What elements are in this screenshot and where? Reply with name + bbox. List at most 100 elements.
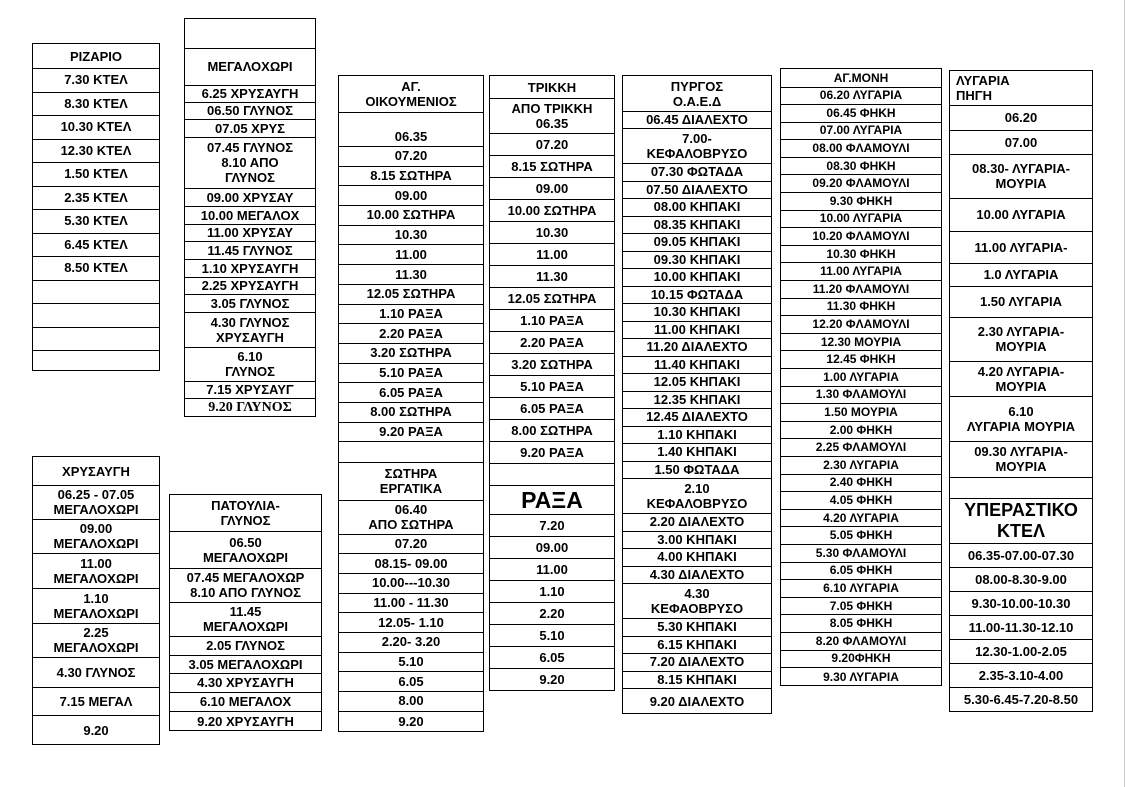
table-row: ΣΩΤΗΡΑ ΕΡΓΑΤΙΚΑ [339,462,483,501]
table-row: 11.20 ΦΛΑΜΟΥΛΙ [781,280,941,299]
table-row: 9.20ΦΗΚΗ [781,650,941,669]
table-header: ΠΥΡΓΟΣ Ο.Α.Ε.Δ [623,76,771,112]
table-row: 4.30 ΧΡΥΣΑΥΓΗ [170,673,321,693]
table-row: 8.15 ΣΩΤΗΡΑ [490,155,614,178]
timetable-patoulia-glynos: ΠΑΤΟΥΛΙΑ- ΓΛΥΝΟΣ 06.50 ΜΕΓΑΛΟΧΩΡΙ 07.45 ΜΕ… [169,494,322,731]
table-row: 06.25 - 07.05 ΜΕΓΑΛΟΧΩΡΙ [33,485,159,520]
table-row: 1.50 ΜΟΥΡΙΑ [781,403,941,422]
table-row: 2.30 ΛΥΓΑΡΙΑ [781,456,941,475]
table-row: 12.35 ΚΗΠΑΚΙ [623,391,771,409]
table-row: 2.20 ΡΑΞΑ [339,323,483,344]
table-row: 06.45 ΔΙΑΛΕΧΤΟ [623,111,771,129]
table-row: 2.00 ΦΗΚΗ [781,421,941,440]
table-header: ΤΡΙΚΚΗ [490,76,614,99]
table-row: 09.20 ΦΛΑΜΟΥΛΙ [781,175,941,194]
table-row: 11.00 [490,243,614,266]
table-row: 12.45 ΔΙΑΛΕΧΤΟ [623,408,771,427]
table-row: 10.30 ΚΗΠΑΚΙ [623,303,771,322]
table-row [339,442,483,463]
table-row: 09.00 ΜΕΓΑΛΟΧΩΡΙ [33,519,159,554]
table-row: 1.10 ΚΗΠΑΚΙ [623,426,771,444]
table-row: 1.10 ΡΑΞΑ [339,304,483,325]
table-row: 11.45 ΓΛΥΝΟΣ [185,241,315,260]
table-row: 12.20 ΦΛΑΜΟΥΛΙ [781,315,941,334]
table-row: 12.30-1.00-2.05 [950,639,1092,664]
table-row: 09.05 ΚΗΠΑΚΙ [623,233,771,252]
table-row: 3.05 ΜΕΓΑΛΟΧΩΡΙ [170,655,321,674]
table-row: 09.00 ΧΡΥΣΑΥ [185,188,315,207]
table-row: ΑΠΟ ΤΡΙΚΚΗ 06.35 [490,98,614,134]
table-row: 10.30 [490,221,614,244]
table-row: 5.30 ΚΤΕΛ [33,209,159,234]
table-row: 1.10 [490,580,614,603]
table-row: 11.30 ΦΗΚΗ [781,298,941,317]
table-row: 9.20 ΔΙΑΛΕΧΤΟ [649,693,745,709]
table-row: 09.30 ΛΥΓΑΡΙΑ- ΜΟΥΡΙΑ [950,441,1092,478]
table-row: 3.20 ΣΩΤΗΡΑ [490,353,614,376]
table-row: 12.30 ΚΤΕΛ [33,139,159,163]
table-row: 5.10 ΡΑΞΑ [490,375,614,398]
table-row: 10.00 ΜΕΓΑΛΟΧ [185,206,315,225]
table-row: 10.00 ΣΩΤΗΡΑ [490,199,614,222]
table-row [33,350,159,371]
table-row: 07.50 ΔΙΑΛΕΧΤΟ [623,181,771,199]
table-row: ΜΕΓΑΛΟΧΩΡΙ [185,48,315,86]
table-row: 2.20 [490,602,614,625]
table-row: 09.00 [490,536,614,559]
table-row: 1.10 ΧΡΥΣΑΥΓΗ [185,259,315,278]
table-row: 3.00 ΚΗΠΑΚΙ [623,531,771,549]
table-row: 11.40 ΚΗΠΑΚΙ [623,356,771,374]
table-row: 06.35 [339,112,483,147]
table-row: 7.00- ΚΕΦΑΛΟΒΡΥΣΟ [623,128,771,164]
table-row: 2.20 ΔΙΑΛΕΧΤΟ [623,513,771,532]
table-row: 8.30 ΚΤΕΛ [33,92,159,116]
table-row: 6.10 ΓΛΥΝΟΣ [185,347,315,382]
table-row: 7.30 ΚΤΕΛ [33,68,159,93]
table-row: 11.00 ΛΥΓΑΡΙΑ- [950,231,1092,264]
table-header: ΠΑΤΟΥΛΙΑ- ΓΛΥΝΟΣ [170,495,321,532]
table-row: 11.00 - 11.30 [339,593,483,614]
table-row: 06.40 ΑΠΟ ΣΩΤΗΡΑ [339,500,483,535]
table-row: 6.05 [490,646,614,669]
table-row: 6.05 ΡΑΞΑ [339,382,483,404]
table-header: ΑΓ. ΟΙΚΟΥΜΕΝΙΟΣ [339,76,483,113]
table-row: 12.45 ΦΗΚΗ [781,351,941,370]
table-row: 1.50 ΛΥΓΑΡΙΑ [950,286,1092,318]
table-row: 09.00 [339,185,483,207]
table-row: 11.20 ΔΙΑΛΕΧΤΟ [623,338,771,357]
table-row: 10.00 ΛΥΓΑΡΙΑ [781,210,941,229]
table-row: 5.30-6.45-7.20-8.50 [963,692,1079,707]
table-row: 5.10 [339,652,483,673]
table-header: ΑΓ.ΜΟΝΗ [781,69,941,88]
table-row: 11.30 [339,264,483,285]
table-row: 6.05 ΡΑΞΑ [490,397,614,420]
table-row: 6.25 ΧΡΥΣΑΥΓΗ [185,85,315,103]
table-row: 2.20- 3.20 [339,632,483,653]
table-row: 2.25 ΜΕΓΑΛΟΧΩΡΙ [33,623,159,658]
table-row: 10.30 ΚΤΕΛ [33,115,159,140]
table-row: 9.20 [83,722,109,738]
table-row: 10.00 ΣΩΤΗΡΑ [339,205,483,226]
table-row: 10.30 ΦΗΚΗ [781,245,941,264]
table-row: 8.50 ΚΤΕΛ [33,256,159,281]
timetable-lygaria-pigi: ΛΥΓΑΡΙΑ ΠΗΓΗ 06.20 07.00 08.30- ΛΥΓΑΡΙΑ- ΜΟ… [949,70,1093,712]
timetable-ag-oikoumenios: ΑΓ. ΟΙΚΟΥΜΕΝΙΟΣ 06.35 07.20 8.15 ΣΩΤΗΡΑ 09.… [338,75,484,732]
table-row: 7.20 [490,514,614,537]
table-row: 7.05 ΦΗΚΗ [781,597,941,616]
table-row: 5.10 ΡΑΞΑ [339,363,483,384]
table-row: 10.15 ΦΩΤΑΔΑ [623,286,771,304]
table-row: 09.00 [490,177,614,200]
table-row: 8.00 ΣΩΤΗΡΑ [490,419,614,442]
table-row: 06.45 ΦΗΚΗ [781,104,941,123]
table-row: 07.20 [339,146,483,167]
table-row: 7.15 ΜΕΓΑΛ [33,687,159,716]
table-row: 4.30 ΓΛΥΝΟΣ ΧΡΥΣΑΥΓΗ [185,312,315,348]
table-row: 2.40 ΦΗΚΗ [781,474,941,493]
table-row: 07.00 [950,130,1092,155]
table-row: 08.00-8.30-9.00 [950,567,1092,592]
timetable-ag-moni: ΑΓ.ΜΟΝΗ 06.20 ΛΥΓΑΡΙΑ 06.45 ΦΗΚΗ 07.00 ΛΥΓΑ… [780,68,942,686]
table-row: 9.30 ΦΗΚΗ [781,192,941,211]
table-header: ΛΥΓΑΡΙΑ ΠΗΓΗ [950,71,1092,106]
table-row: 8.15 ΚΗΠΑΚΙ [623,671,771,689]
table-row: 2.20 ΡΑΞΑ [490,331,614,354]
